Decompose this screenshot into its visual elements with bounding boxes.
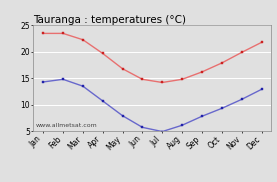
Text: Tauranga : temperatures (°C): Tauranga : temperatures (°C): [33, 15, 186, 25]
Text: www.allmetsat.com: www.allmetsat.com: [36, 123, 98, 128]
